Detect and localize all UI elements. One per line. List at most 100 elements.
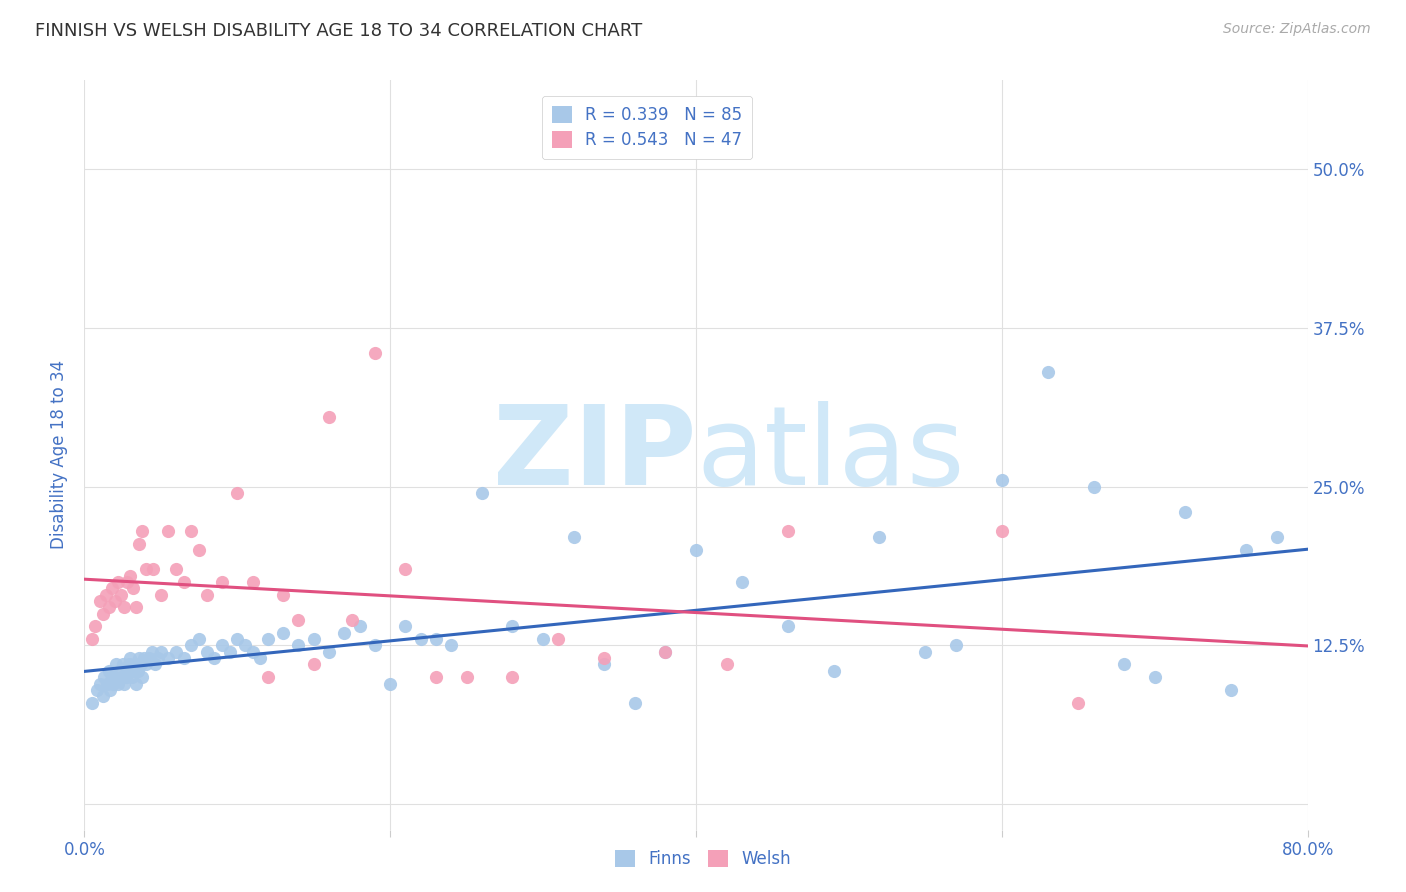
Point [242,645,264,659]
Point [89,594,111,608]
Point [105,657,128,672]
Text: FINNISH VS WELSH DISABILITY AGE 18 TO 34 CORRELATION CHART: FINNISH VS WELSH DISABILITY AGE 18 TO 34… [35,22,643,40]
Point [142,562,165,576]
Point [135,562,157,576]
Point [132,651,155,665]
Point [115,664,138,678]
Point [141,645,163,659]
Point [125,676,148,690]
Point [287,639,309,653]
Point [135,657,157,672]
Point [86,682,108,697]
Point [107,676,129,690]
Point [257,670,280,684]
Point [1143,670,1166,684]
Point [1036,365,1059,379]
Point [138,651,160,665]
Point [80,696,103,710]
Point [149,645,172,659]
Legend: Finns, Welsh: Finns, Welsh [609,843,797,875]
Point [624,696,647,710]
Point [157,651,180,665]
Point [91,690,114,704]
Point [89,676,111,690]
Point [96,676,118,690]
Text: atlas: atlas [696,401,965,508]
Point [654,645,676,659]
Point [114,670,136,684]
Point [211,639,233,653]
Point [173,651,195,665]
Point [440,639,463,653]
Point [80,632,103,646]
Point [110,588,132,602]
Point [318,645,340,659]
Point [914,645,936,659]
Point [149,588,172,602]
Point [202,651,225,665]
Point [120,651,142,665]
Point [302,632,325,646]
Point [409,632,432,646]
Point [425,632,447,646]
Point [333,625,356,640]
Point [128,651,150,665]
Point [593,651,616,665]
Point [364,346,387,360]
Point [97,600,120,615]
Point [104,594,127,608]
Point [211,574,233,589]
Point [242,574,264,589]
Point [547,632,569,646]
Point [287,613,309,627]
Point [562,531,585,545]
Point [165,645,187,659]
Point [394,562,416,576]
Point [188,632,211,646]
Point [91,607,114,621]
Point [731,574,754,589]
Point [195,588,218,602]
Point [776,619,799,633]
Point [364,639,387,653]
Point [685,543,707,558]
Point [108,664,131,678]
Point [593,657,616,672]
Point [654,645,676,659]
Point [157,524,180,538]
Point [124,657,146,672]
Point [991,524,1014,538]
Point [97,664,120,678]
Point [110,670,132,684]
Point [1114,657,1136,672]
Point [128,537,150,551]
Point [302,657,325,672]
Legend: R = 0.339   N = 85, R = 0.543   N = 47: R = 0.339 N = 85, R = 0.543 N = 47 [541,96,752,159]
Point [112,676,135,690]
Point [1083,480,1105,494]
Point [226,632,249,646]
Point [249,651,271,665]
Point [394,619,416,633]
Point [425,670,447,684]
Point [104,670,127,684]
Point [180,524,202,538]
Point [226,486,249,500]
Point [869,531,891,545]
Point [776,524,799,538]
Point [101,670,124,684]
Point [115,574,138,589]
Point [84,619,107,633]
Point [1220,682,1243,697]
Point [1067,696,1090,710]
Point [111,657,134,672]
Point [945,639,967,653]
Point [118,657,141,672]
Point [233,639,256,653]
Point [94,588,117,602]
Point [93,670,115,684]
Point [1174,505,1197,519]
Point [188,543,211,558]
Text: Source: ZipAtlas.com: Source: ZipAtlas.com [1223,22,1371,37]
Point [218,645,240,659]
